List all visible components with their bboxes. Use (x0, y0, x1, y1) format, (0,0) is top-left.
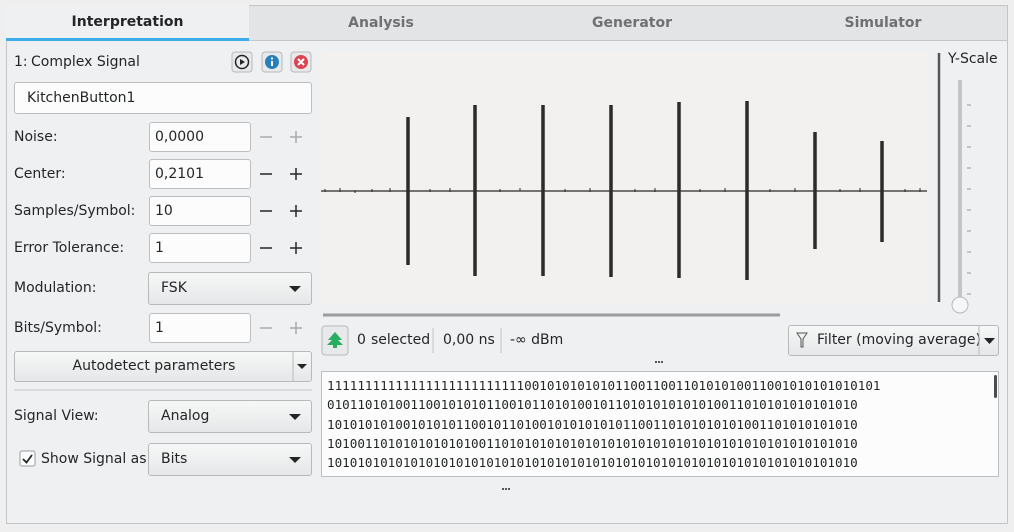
bits-line: 1010011010101010101001101010101010101010… (327, 435, 858, 451)
param-label: Samples/Symbol: (14, 203, 136, 219)
selected-label: selected (371, 332, 431, 348)
bits-view[interactable]: 1111111111111111111111111100101010101011… (321, 371, 999, 477)
bits-per-symbol-label: Bits/Symbol: (14, 320, 102, 336)
param-input[interactable]: 0,0000 (149, 122, 251, 152)
tab[interactable]: Analysis (348, 15, 414, 31)
tab[interactable]: Generator (591, 15, 672, 31)
bits-line: 1010101010101010101010101010101010101010… (327, 455, 858, 471)
signal-index: 1: (14, 54, 28, 70)
signal-view-combo[interactable]: Analog (148, 400, 312, 433)
bits-per-symbol-input[interactable]: 1 (149, 313, 251, 343)
param-input[interactable]: 1 (149, 233, 251, 263)
filter-button[interactable]: Filter (moving average) (788, 325, 999, 356)
param-input[interactable]: 10 (149, 196, 251, 226)
bits-text: 1111111111111111111111111100101010101011… (322, 372, 998, 476)
autodetect-button[interactable]: Autodetect parameters (14, 351, 312, 382)
selected-count: 0 (357, 332, 366, 348)
bits-line: 0101101010011001010101100101101010010110… (327, 397, 858, 413)
modulation-label: Modulation: (14, 280, 97, 296)
param-label: Error Tolerance: (14, 240, 125, 256)
y-scale-label: Y-Scale (948, 51, 998, 67)
signal-view (321, 51, 928, 303)
param-label: Center: (14, 166, 66, 182)
tab[interactable]: Simulator (844, 15, 922, 31)
scrollbar[interactable] (994, 375, 997, 398)
bits-line: 1111111111111111111111111100101010101011… (327, 378, 881, 393)
signal-title: Complex Signal (31, 54, 140, 70)
duration: 0,00 ns (443, 332, 495, 348)
bits-line: 1010101010101010101010101010101010101010… (327, 472, 998, 476)
show-signal-label: Show Signal as (41, 451, 147, 467)
signal-name-input[interactable]: KitchenButton1 (14, 82, 312, 114)
power: -∞ dBm (510, 332, 564, 348)
modulation-combo[interactable]: FSK (148, 272, 312, 305)
param-input[interactable]: 0,2101 (149, 159, 251, 189)
param-label: Noise: (14, 129, 58, 145)
tab[interactable]: Interpretation (6, 5, 249, 41)
show-signal-combo[interactable]: Bits (148, 443, 312, 476)
bits-line: 1010101010010101011001011010010101010101… (327, 416, 858, 432)
signal-view-label: Signal View: (14, 408, 99, 424)
